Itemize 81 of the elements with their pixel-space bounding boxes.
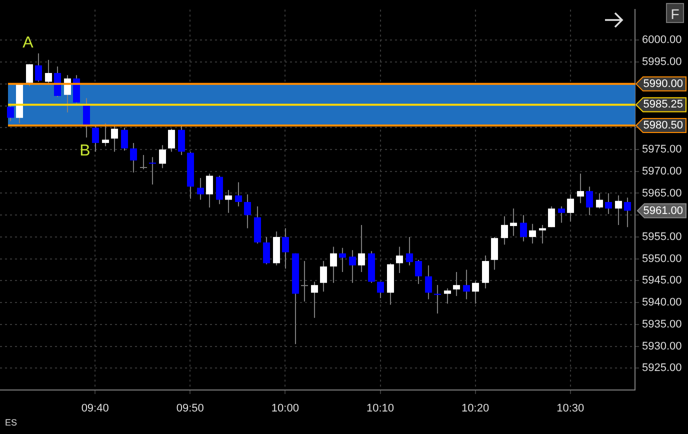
- y-tick-label: 6000.00: [642, 34, 682, 46]
- candlestick: [529, 223, 536, 244]
- y-tick-label: 5975.00: [642, 144, 682, 156]
- y-tick-label: 5945.00: [642, 274, 682, 287]
- candlestick: [225, 189, 232, 214]
- candlestick: [548, 206, 555, 228]
- candlestick: [510, 208, 517, 236]
- candlestick: [7, 103, 14, 122]
- candlestick: [197, 177, 204, 200]
- candlestick: [349, 250, 356, 284]
- x-tick-label: 10:20: [462, 402, 490, 415]
- y-tick-label: 5965.00: [642, 187, 682, 200]
- ref-line-label: 5985.25: [643, 98, 683, 111]
- candlestick: [235, 182, 242, 207]
- candlestick: [102, 122, 109, 147]
- candlestick: [520, 214, 527, 242]
- x-tick-label: 10:10: [366, 402, 394, 415]
- candlestick: [453, 271, 460, 296]
- candlestick: [111, 126, 118, 152]
- candlestick: [358, 224, 365, 272]
- candlestick: [558, 206, 565, 224]
- annotation: 5961.00: [643, 204, 683, 217]
- candlestick: [244, 194, 251, 229]
- y-tick-label: 5950.00: [642, 252, 682, 265]
- candlestick: [178, 124, 185, 156]
- candlestick: [311, 281, 318, 318]
- candlestick: [206, 173, 213, 208]
- candlestick: [444, 288, 451, 304]
- candlestick: [45, 59, 52, 84]
- annotation: B: [80, 142, 90, 160]
- candlestick: [463, 269, 470, 300]
- candlestick: [301, 260, 308, 302]
- candlestick: [330, 246, 337, 284]
- y-tick-label: 5930.00: [642, 340, 682, 352]
- y-tick-label: 5995.00: [642, 56, 682, 68]
- candlestick: [415, 259, 422, 284]
- candlestick: [406, 236, 413, 266]
- ref-line-label: 5980.50: [643, 120, 683, 132]
- x-tick-label: 09:50: [176, 402, 204, 415]
- candlestick: [130, 142, 137, 173]
- y-tick-label: 5935.00: [642, 318, 682, 330]
- candlestick: [35, 52, 42, 82]
- candlestick: [425, 264, 432, 300]
- x-tick-label: 10:30: [556, 402, 584, 415]
- candlestick: [396, 246, 403, 274]
- candlestick: [605, 192, 612, 215]
- candlestick: [615, 194, 622, 226]
- candlestick: [501, 216, 508, 246]
- candlestick: [624, 197, 631, 228]
- candlestick: [567, 194, 574, 222]
- text: ES: [5, 417, 18, 428]
- y-tick-label: 5940.00: [642, 296, 682, 309]
- y-tick-label: 5970.00: [642, 165, 682, 178]
- candlestick: [339, 247, 346, 272]
- candlestick: [377, 281, 384, 299]
- candlestick: [434, 284, 441, 314]
- x-tick-label: 10:00: [271, 402, 299, 415]
- candlestick: [482, 255, 489, 289]
- candlestick: [92, 126, 99, 152]
- candlestick: [586, 186, 593, 216]
- candlestick: [539, 224, 546, 244]
- candlestick: [216, 175, 223, 205]
- y-tick-label: 5955.00: [642, 230, 682, 243]
- candlestick: [149, 156, 156, 185]
- candlestick: [472, 280, 479, 304]
- annotation: A: [22, 34, 34, 52]
- candlestick: [282, 228, 289, 270]
- x-tick-label: 09:40: [81, 402, 109, 415]
- candlestick: [121, 127, 128, 152]
- candlestick: [263, 236, 270, 265]
- button: F: [666, 3, 684, 23]
- candlestick: [168, 128, 175, 152]
- y-tick-label: 5925.00: [642, 362, 682, 374]
- candlestick: [54, 66, 61, 98]
- candlestick: [577, 173, 584, 204]
- candlestick: [491, 236, 498, 270]
- candlestick: [140, 154, 147, 170]
- candlestick: [320, 260, 327, 292]
- candlestick: [596, 192, 603, 210]
- candlestick: [159, 144, 166, 169]
- ref-line-label: 5990.00: [643, 78, 683, 90]
